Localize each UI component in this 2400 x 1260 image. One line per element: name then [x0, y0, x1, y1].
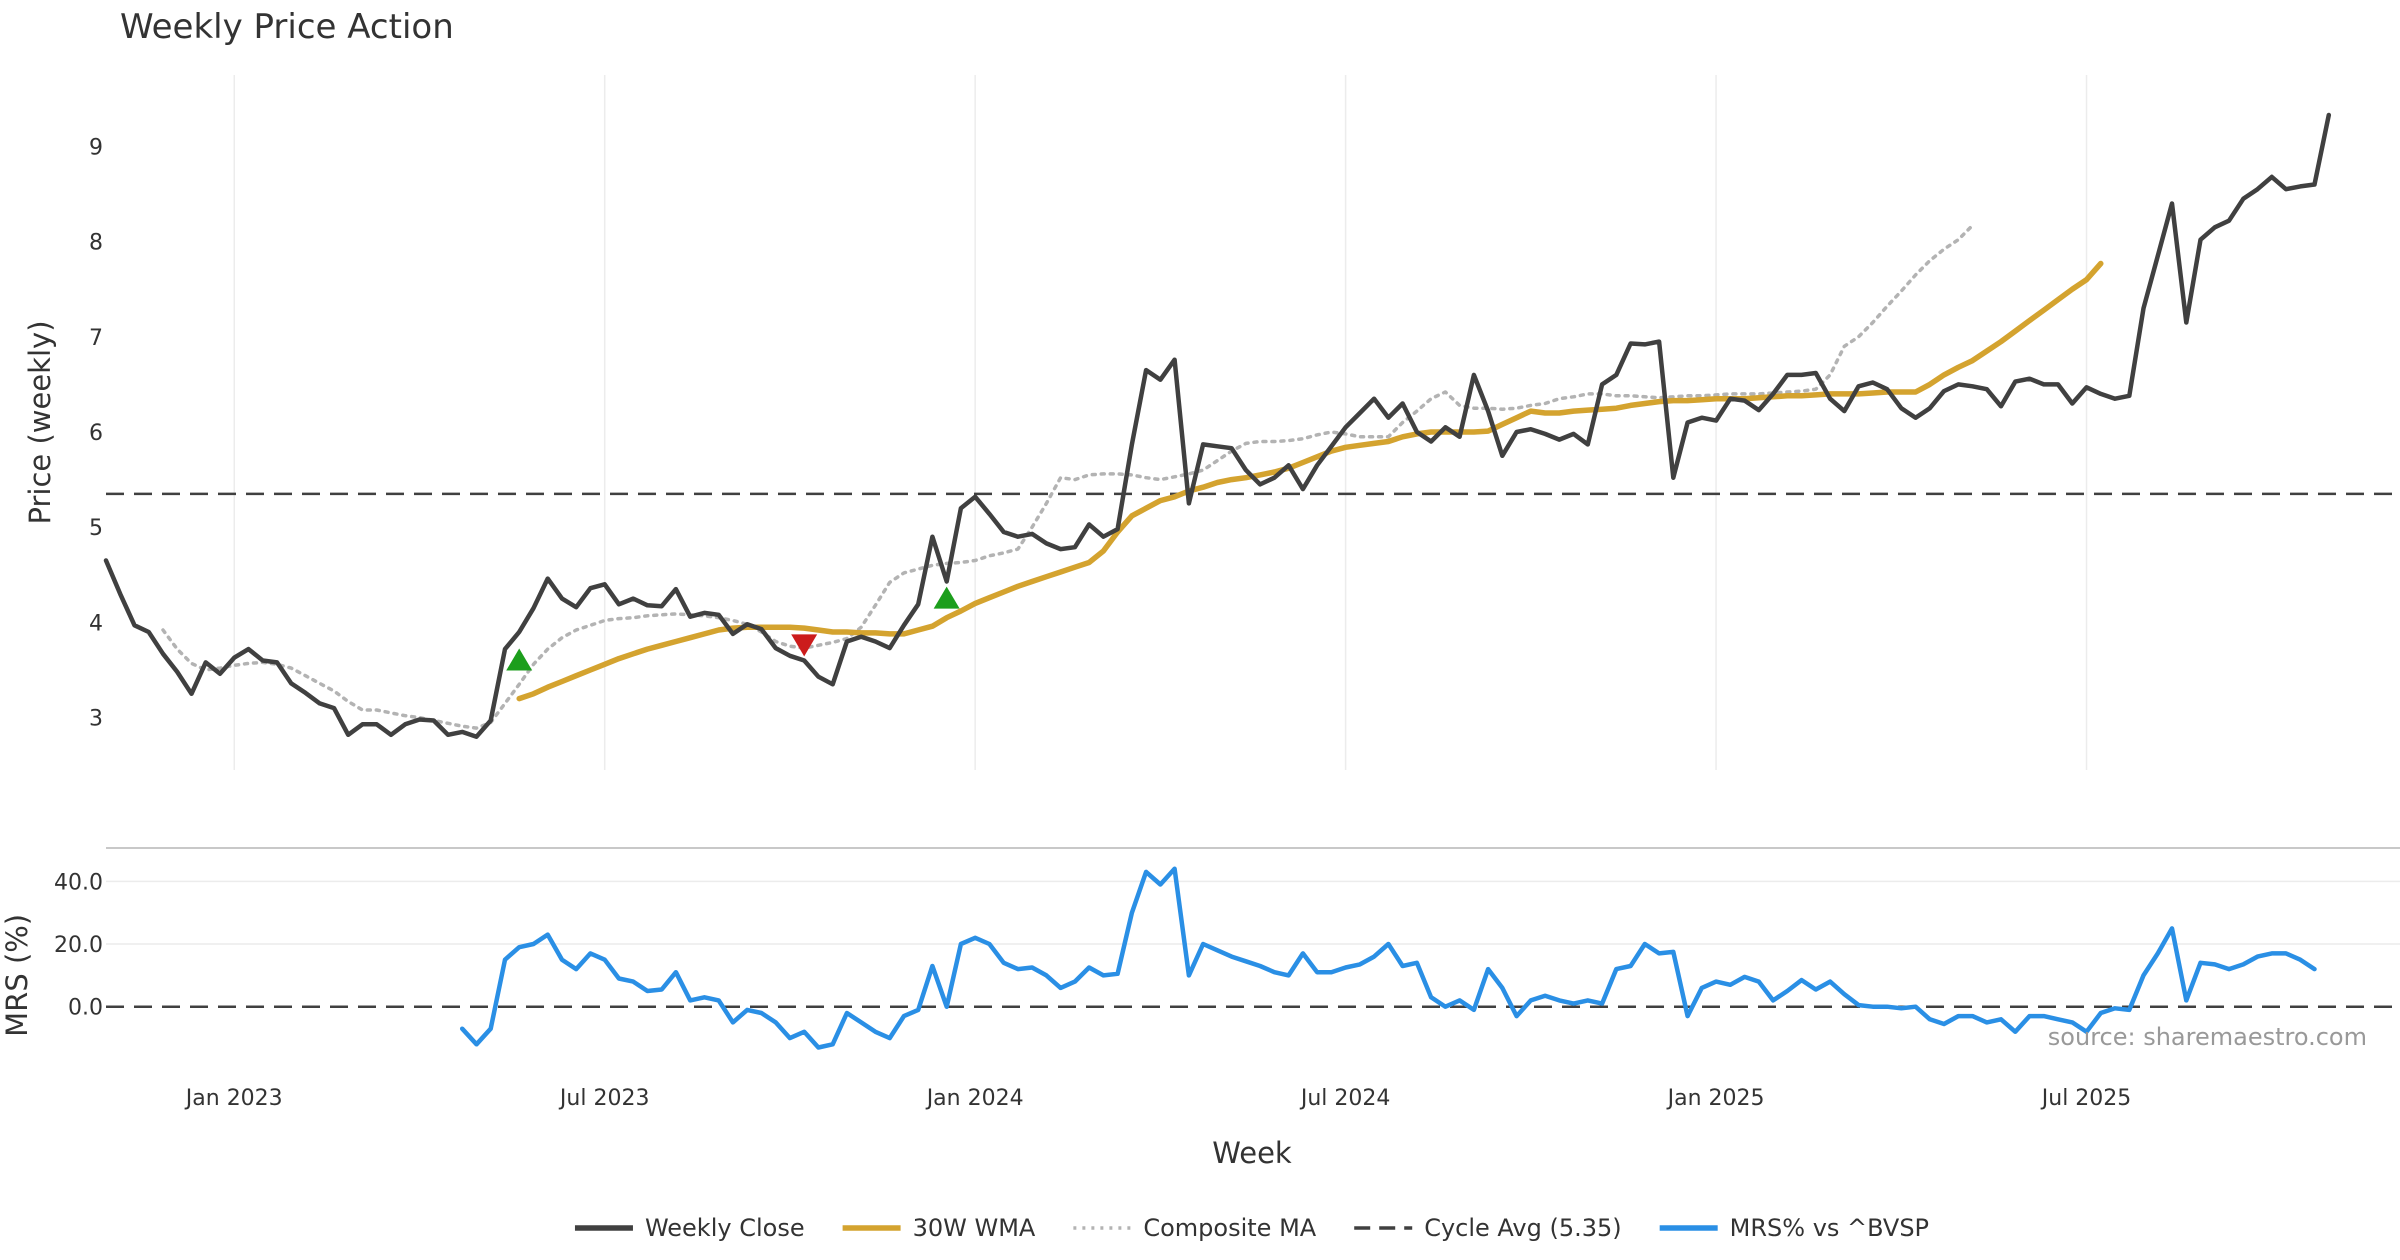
price-y-tick: 6: [89, 421, 103, 446]
mrs-y-tick: 0.0: [68, 996, 103, 1021]
price-y-tick: 4: [89, 611, 103, 636]
x-tick-label: Jul 2024: [1299, 1086, 1391, 1111]
x-tick-label: Jul 2025: [2040, 1086, 2132, 1111]
price-y-tick: 9: [89, 135, 103, 160]
series-composite-ma: [161, 223, 1975, 730]
x-axis-title: Week: [1212, 1136, 1292, 1170]
x-axis: Jan 2023 Jul 2023 Jan 2024 Jul 2024 Jan 2025…: [184, 1086, 2132, 1111]
price-y-axis-title: Price (weekly): [23, 320, 57, 524]
price-y-tick: 3: [89, 707, 103, 732]
legend-label: Weekly Close: [645, 1214, 805, 1242]
x-tick-label: Jan 2024: [925, 1086, 1024, 1111]
legend-label: Cycle Avg (5.35): [1424, 1214, 1621, 1242]
legend-label: MRS% vs ^BVSP: [1730, 1214, 1929, 1242]
mrs-panel: 0.0 20.0 40.0 MRS (%): [0, 847, 2400, 1050]
series-30w-wma: [516, 260, 2104, 702]
legend-item-1: 30W WMA: [842, 1214, 1036, 1242]
buy-signal-marker-2: [933, 586, 960, 609]
series-mrs-vs-bvsp: [459, 866, 2317, 1050]
sell-signal-marker-1: [791, 634, 818, 657]
legend-item-0: Weekly Close: [574, 1214, 805, 1242]
x-tick-label: Jan 2025: [1666, 1086, 1765, 1111]
mrs-y-tick: 40.0: [54, 870, 103, 895]
x-tick-label: Jan 2023: [184, 1086, 283, 1111]
legend: Weekly Close 30W WMA Composite MA Cycle Avg…: [574, 1214, 1929, 1242]
buy-signal-marker-0: [506, 648, 533, 671]
mrs-y-axis-title: MRS (%): [0, 914, 34, 1037]
price-y-tick: 8: [89, 231, 103, 256]
source-note: source: sharemaestro.com: [2048, 1023, 2367, 1051]
legend-item-2: Composite MA: [1073, 1214, 1317, 1242]
chart-title: Weekly Price Action: [120, 7, 454, 47]
legend-label: 30W WMA: [913, 1214, 1036, 1242]
price-panel: 3 4 5 6 7 8 9 Price (weekly): [23, 75, 2400, 770]
legend-item-3: Cycle Avg (5.35): [1354, 1214, 1622, 1242]
price-y-tick: 7: [89, 326, 103, 351]
x-tick-label: Jul 2023: [558, 1086, 650, 1111]
legend-item-4: MRS% vs ^BVSP: [1659, 1214, 1929, 1242]
series-weekly-close: [103, 112, 2332, 739]
price-y-tick: 5: [89, 516, 103, 541]
mrs-y-tick: 20.0: [54, 933, 103, 958]
legend-label: Composite MA: [1143, 1214, 1316, 1242]
